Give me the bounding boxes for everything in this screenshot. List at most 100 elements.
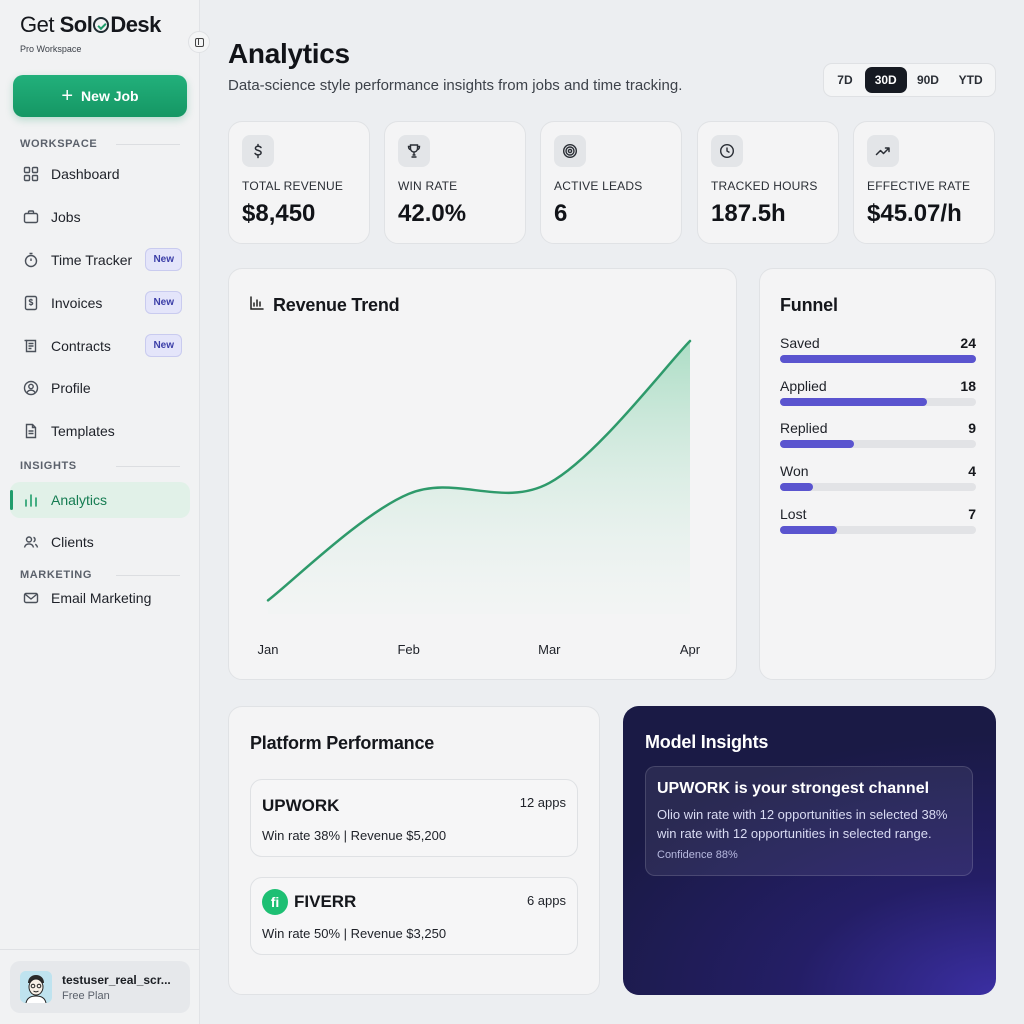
- range-ytd-button[interactable]: YTD: [958, 73, 983, 87]
- insight-headline: UPWORK is your strongest channel: [657, 780, 930, 797]
- section-label-workspace: WORKSPACE: [20, 138, 181, 150]
- workspace-name: Pro Workspace: [20, 44, 82, 54]
- sidebar-item-contracts[interactable]: Contracts New: [10, 328, 190, 364]
- fiverr-logo-icon: fi: [262, 889, 288, 915]
- model-insights-title: Model Insights: [645, 732, 769, 752]
- revenue-line: [266, 339, 692, 602]
- sidebar-item-profile[interactable]: Profile: [10, 370, 190, 406]
- revenue-trend-title: Revenue Trend: [273, 295, 400, 315]
- divider: [0, 949, 200, 950]
- platform-stats: Win rate 50% | Revenue $3,250: [262, 926, 447, 941]
- page-subtitle: Data-science style performance insights …: [228, 77, 683, 94]
- sidebar-item-label: Dashboard: [51, 166, 120, 182]
- sidebar-item-analytics[interactable]: Analytics: [10, 482, 190, 518]
- sidebar-item-dashboard[interactable]: Dashboard: [10, 156, 190, 192]
- sidebar: Get Sol Desk Pro Workspace + New Job WORK…: [0, 0, 200, 1024]
- new-job-button[interactable]: + New Job: [13, 75, 187, 117]
- insight-body: Olio win rate with 12 opportunities in s…: [657, 807, 948, 841]
- platform-performance-card: Platform Performance UPWORK 12 apps Win …: [228, 706, 600, 995]
- platform-item-fiverr[interactable]: fi FIVERR 6 apps Win rate 50% | Revenue …: [250, 877, 578, 955]
- range-90d-button[interactable]: 90D: [916, 73, 939, 87]
- funnel-title: Funnel: [780, 295, 838, 315]
- x-tick-label: Feb: [397, 642, 419, 657]
- section-label-insights: INSIGHTS: [20, 460, 180, 472]
- kpi-label: WIN RATE: [398, 179, 458, 193]
- revenue-trend-chart: Jan Feb Mar Apr: [258, 339, 701, 657]
- sidebar-item-label: Analytics: [51, 492, 108, 508]
- funnel-fill-bar: [780, 355, 976, 363]
- new-badge: New: [145, 291, 182, 314]
- funnel-track: [780, 398, 976, 406]
- kpi-card-tracked-hours: TRACKED HOURS 187.5h: [697, 121, 839, 244]
- kpi-card-win-rate: WIN RATE 42.0%: [384, 121, 526, 244]
- sidebar-item-label: Clients: [51, 534, 94, 550]
- kpi-value: 6: [554, 200, 568, 227]
- sidebar-toggle-icon: [194, 37, 204, 47]
- sidebar-item-email-marketing[interactable]: Email Marketing: [10, 580, 190, 616]
- new-badge: New: [145, 334, 182, 357]
- stopwatch-icon: [22, 251, 40, 269]
- bar-chart-icon: [249, 295, 265, 316]
- users-icon: [22, 533, 40, 551]
- new-badge: New: [145, 248, 182, 271]
- platform-name: fi FIVERR: [262, 889, 356, 915]
- platform-apps: 12 apps: [519, 795, 566, 810]
- kpi-label: EFFECTIVE RATE: [867, 179, 971, 193]
- briefcase-icon: [22, 208, 40, 226]
- kpi-card-total-revenue: TOTAL REVENUE $8,450: [228, 121, 370, 244]
- range-7d-button[interactable]: 7D: [837, 73, 853, 87]
- sidebar-toggle-button[interactable]: [188, 31, 210, 53]
- clock-icon: [711, 135, 743, 167]
- funnel-track: [780, 526, 976, 534]
- mail-icon: [22, 589, 40, 607]
- kpi-label: TOTAL REVENUE: [242, 179, 344, 193]
- range-30d-button[interactable]: 30D: [864, 67, 907, 93]
- funnel-stage-value: 24: [960, 335, 976, 351]
- contract-icon: [22, 337, 40, 355]
- user-card[interactable]: testuser_real_scr... Free Plan: [10, 961, 190, 1013]
- funnel-stage-label: Replied: [780, 420, 828, 436]
- revenue-area: [268, 341, 690, 614]
- target-icon: [554, 135, 586, 167]
- kpi-value: 187.5h: [711, 200, 786, 227]
- user-plan: Free Plan: [62, 990, 110, 1002]
- funnel-track: [780, 483, 976, 491]
- grid-icon: [22, 165, 40, 183]
- plus-icon: +: [61, 85, 74, 107]
- sidebar-item-label: Contracts: [51, 338, 111, 354]
- kpi-card-active-leads: ACTIVE LEADS 6: [540, 121, 682, 244]
- funnel-stage-value: 9: [968, 420, 976, 436]
- section-label-marketing: MARKETING: [20, 569, 181, 581]
- sidebar-item-label: Jobs: [51, 209, 81, 225]
- bar-chart-icon: [22, 491, 40, 509]
- funnel-card: Funnel Saved 24 Applied 18 Replied 9 Won…: [759, 268, 996, 680]
- funnel-stage-value: 18: [960, 378, 976, 394]
- x-tick-label: Mar: [538, 642, 561, 657]
- sidebar-item-label: Time Tracker: [51, 252, 133, 268]
- sidebar-item-invoices[interactable]: Invoices New: [10, 285, 190, 321]
- invoice-icon: [22, 294, 40, 312]
- sidebar-item-templates[interactable]: Templates: [10, 413, 190, 449]
- sidebar-item-clients[interactable]: Clients: [10, 524, 190, 560]
- kpi-label: ACTIVE LEADS: [554, 179, 643, 193]
- sidebar-item-time-tracker[interactable]: Time Tracker New: [10, 242, 190, 278]
- user-name: testuser_real_scr...: [62, 973, 171, 987]
- funnel-stage-value: 4: [968, 463, 976, 479]
- sidebar-item-label: Email Marketing: [51, 590, 152, 606]
- sidebar-item-jobs[interactable]: Jobs: [10, 199, 190, 235]
- platform-item-upwork[interactable]: UPWORK 12 apps Win rate 38% | Revenue $5…: [250, 779, 578, 857]
- trend-up-icon: [867, 135, 899, 167]
- funnel-fill-bar: [780, 483, 813, 491]
- platform-performance-title: Platform Performance: [250, 733, 435, 753]
- kpi-value: 42.0%: [398, 200, 467, 227]
- funnel-track: [780, 355, 976, 363]
- platform-name: UPWORK: [262, 796, 340, 815]
- brand-logo[interactable]: Get Sol Desk: [20, 12, 161, 37]
- user-circle-icon: [22, 379, 40, 397]
- x-tick-label: Jan: [258, 642, 279, 657]
- funnel-fill-bar: [780, 526, 838, 534]
- page-title: Analytics: [228, 38, 350, 69]
- funnel-stage-label: Applied: [780, 378, 827, 394]
- kpi-card-effective-rate: EFFECTIVE RATE $45.07/h: [853, 121, 995, 244]
- sidebar-item-label: Invoices: [51, 295, 103, 311]
